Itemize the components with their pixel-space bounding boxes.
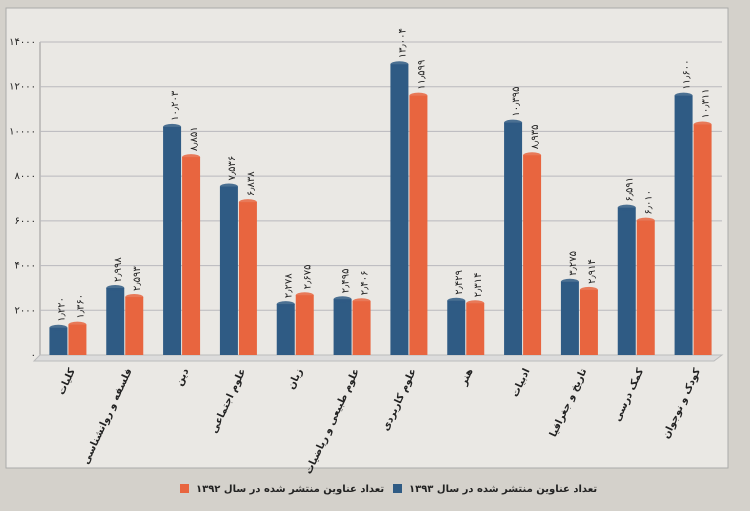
- bar-cap: [409, 92, 428, 99]
- floor: [32, 354, 724, 362]
- value-label: ۱۰٫۲۰۳: [170, 90, 181, 121]
- chart-frame: [5, 7, 729, 469]
- bar: [295, 295, 314, 355]
- bar-cap: [579, 286, 598, 293]
- bar-cap: [125, 294, 144, 301]
- value-label: ۲٫۴۰۶: [360, 270, 371, 295]
- value-label: ۸٫۸۵۱: [189, 126, 200, 151]
- value-label: ۱۳٫۰۰۴: [397, 28, 408, 58]
- bar: [560, 281, 579, 355]
- value-label: ۲٫۹۹۸: [113, 257, 124, 282]
- bar: [617, 207, 636, 355]
- bar: [333, 299, 352, 355]
- y-tick-label: ۱۰۰۰۰: [9, 126, 36, 137]
- y-tick-label: ۸۰۰۰: [15, 171, 36, 182]
- bar-cap: [238, 199, 257, 206]
- bar: [447, 300, 466, 355]
- y-tick-label: ۱۴۰۰۰: [9, 37, 36, 48]
- bar-cap: [617, 204, 636, 211]
- value-label: ۶٫۸۳۸: [246, 171, 257, 196]
- bar-cap: [163, 123, 182, 130]
- y-tick-label: ۶۰۰۰: [15, 216, 36, 227]
- value-label: ۷٫۵۳۶: [227, 156, 238, 181]
- bar-cap: [276, 301, 295, 308]
- bar: [49, 327, 68, 355]
- bar: [523, 155, 542, 355]
- bar-cap: [352, 298, 371, 305]
- y-tick-label: ۴۰۰۰: [15, 261, 36, 272]
- bar: [276, 304, 295, 355]
- value-label: ۱۱٫۶۰۰: [682, 60, 693, 90]
- y-tick-label: ۱۲۰۰۰: [9, 82, 36, 93]
- bar-cap: [68, 321, 87, 328]
- bar: [579, 289, 598, 355]
- legend-label: تعداد عناوین منتشر شده در سال ۱۳۹۲: [196, 484, 384, 495]
- bar-cap: [182, 154, 201, 161]
- bar-cap: [390, 61, 409, 68]
- bar-cap: [333, 296, 352, 303]
- value-label: ۶٫۵۹۱: [625, 177, 636, 202]
- bar-cap: [49, 324, 68, 331]
- bar: [219, 186, 238, 355]
- bar: [106, 287, 125, 355]
- bar-cap: [504, 119, 523, 126]
- bar-cap: [636, 217, 655, 224]
- bar: [352, 301, 371, 355]
- bar: [68, 324, 87, 355]
- bar-cap: [674, 92, 693, 99]
- bar: [466, 303, 485, 355]
- bar-cap: [523, 152, 542, 159]
- bar-cap: [560, 278, 579, 285]
- value-label: ۸٫۹۳۵: [530, 125, 541, 150]
- value-label: ۲٫۴۲۹: [454, 270, 465, 295]
- bar: [674, 95, 693, 356]
- bar-cap: [106, 284, 125, 291]
- value-label: ۳٫۲۷۵: [568, 251, 579, 276]
- legend-swatch: [180, 484, 189, 493]
- y-tick-label: ۰: [31, 350, 36, 361]
- bar: [504, 122, 523, 355]
- value-label: ۲٫۵۹۳: [132, 266, 143, 291]
- value-label: ۲٫۲۷۸: [284, 273, 295, 298]
- bar: [238, 202, 257, 355]
- value-label: ۲٫۶۷۵: [303, 264, 314, 289]
- value-label: ۲٫۹۱۴: [587, 259, 598, 284]
- bar-cap: [219, 183, 238, 190]
- value-label: ۱۱٫۵۹۹: [416, 60, 427, 90]
- value-label: ۲٫۳۱۴: [473, 273, 484, 298]
- bar-cap: [693, 121, 712, 128]
- y-tick-label: ۲۰۰۰: [15, 305, 36, 316]
- bar: [390, 64, 409, 356]
- value-label: ۱۰٫۳۹۵: [511, 86, 522, 116]
- bar: [693, 124, 712, 356]
- bar-cap: [466, 300, 485, 307]
- bar: [125, 297, 144, 355]
- bar: [182, 157, 201, 355]
- value-label: ۱٫۲۲۰: [56, 297, 67, 322]
- value-label: ۲٫۴۹۵: [341, 268, 352, 293]
- bar-cap: [295, 292, 314, 299]
- value-label: ۱٫۳۶۰: [75, 294, 86, 319]
- value-label: ۱۰٫۳۱۱: [701, 88, 712, 118]
- bar: [409, 95, 428, 355]
- legend-swatch: [393, 484, 402, 493]
- bar: [163, 126, 182, 355]
- bar-cap: [447, 297, 466, 304]
- value-label: ۶٫۰۱۰: [644, 190, 655, 215]
- bar: [636, 220, 655, 355]
- legend-label: تعداد عناوین منتشر شده در سال ۱۳۹۳: [409, 484, 597, 495]
